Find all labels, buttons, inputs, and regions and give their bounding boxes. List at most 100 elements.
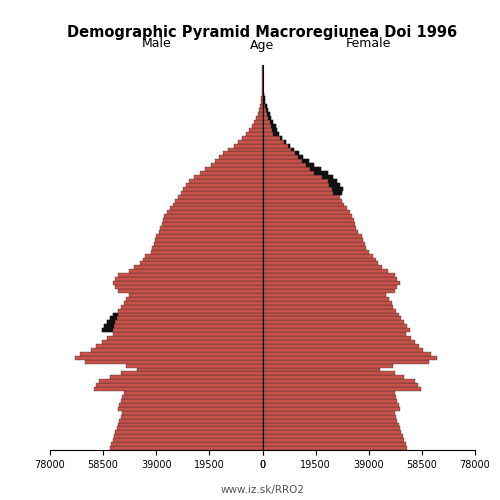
Bar — [262, 116, 272, 120]
Bar — [262, 234, 362, 238]
Bar — [262, 387, 420, 391]
Bar — [134, 266, 262, 270]
Bar — [291, 148, 294, 152]
Bar — [262, 316, 402, 320]
Bar — [124, 300, 262, 304]
Bar — [167, 210, 262, 214]
Bar — [110, 376, 262, 380]
Bar — [80, 352, 262, 356]
Bar — [272, 128, 277, 132]
Bar — [262, 266, 382, 270]
Bar — [262, 372, 394, 376]
Bar — [118, 407, 262, 410]
Bar — [160, 226, 262, 230]
Bar — [262, 104, 267, 108]
Bar — [288, 144, 290, 148]
Bar — [170, 206, 262, 210]
Bar — [262, 92, 264, 96]
Bar — [121, 399, 262, 403]
Bar — [200, 171, 262, 175]
Bar — [252, 124, 262, 128]
Bar — [270, 120, 274, 124]
Bar — [262, 258, 376, 262]
Bar — [124, 391, 262, 395]
Bar — [262, 210, 350, 214]
Bar — [254, 120, 262, 124]
Bar — [242, 136, 262, 140]
Bar — [262, 112, 270, 116]
Bar — [256, 116, 262, 120]
Bar — [102, 328, 262, 332]
Bar — [246, 132, 262, 136]
Bar — [112, 312, 118, 316]
Bar — [238, 140, 262, 143]
Bar — [116, 426, 262, 430]
Bar — [264, 100, 266, 104]
Bar — [262, 320, 404, 324]
Bar — [121, 372, 262, 376]
Bar — [267, 112, 270, 116]
Bar — [164, 214, 262, 218]
Bar — [112, 438, 262, 442]
Bar — [94, 387, 262, 391]
Bar — [163, 218, 262, 222]
Bar — [234, 144, 262, 148]
Bar — [262, 344, 419, 348]
Bar — [262, 273, 394, 277]
Bar — [262, 206, 347, 210]
Bar — [260, 100, 262, 104]
Bar — [262, 226, 356, 230]
Bar — [99, 380, 262, 383]
Bar — [91, 348, 262, 352]
Bar — [262, 277, 398, 281]
Bar — [262, 179, 338, 183]
Bar — [262, 163, 314, 167]
Bar — [121, 414, 262, 418]
Bar — [129, 270, 262, 273]
Bar — [262, 171, 328, 175]
Bar — [126, 364, 262, 368]
Bar — [107, 320, 116, 324]
Bar — [118, 289, 262, 293]
Bar — [155, 238, 262, 242]
Bar — [250, 128, 262, 132]
Bar — [262, 128, 277, 132]
Bar — [262, 376, 404, 380]
Bar — [116, 277, 262, 281]
Bar — [262, 242, 364, 246]
Bar — [262, 270, 388, 273]
Bar — [262, 332, 406, 336]
Bar — [262, 167, 321, 171]
Bar — [159, 230, 262, 234]
Bar — [178, 194, 262, 198]
Bar — [102, 328, 113, 332]
Bar — [118, 273, 262, 277]
Bar — [104, 324, 262, 328]
Bar — [263, 92, 264, 96]
Bar — [262, 403, 398, 407]
Bar — [262, 108, 268, 112]
Bar — [116, 430, 262, 434]
Bar — [110, 446, 262, 450]
Bar — [262, 336, 411, 340]
Bar — [262, 132, 279, 136]
Bar — [137, 368, 262, 372]
Bar — [262, 340, 415, 344]
Bar — [329, 183, 340, 187]
Bar — [118, 422, 262, 426]
Bar — [332, 187, 343, 190]
Bar — [219, 156, 262, 160]
Bar — [262, 285, 398, 289]
Bar — [258, 108, 262, 112]
Bar — [184, 187, 262, 190]
Bar — [262, 100, 266, 104]
Bar — [96, 344, 262, 348]
Bar — [146, 254, 262, 258]
Bar — [262, 254, 373, 258]
Bar — [262, 438, 404, 442]
Bar — [121, 304, 262, 308]
Bar — [262, 144, 289, 148]
Bar — [262, 442, 406, 446]
Bar — [262, 395, 396, 399]
Bar — [262, 222, 355, 226]
